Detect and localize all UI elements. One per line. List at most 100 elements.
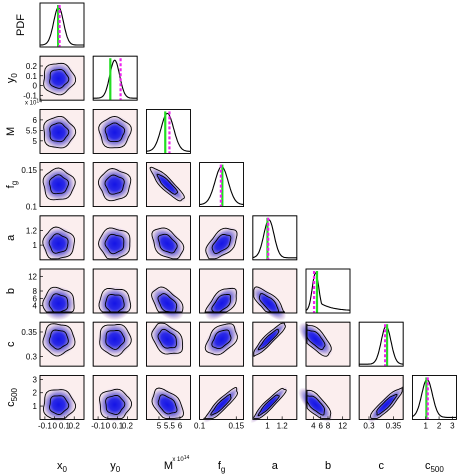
contour-2 — [151, 286, 184, 313]
panel-border — [92, 162, 138, 208]
x-tick-label-M: 6 — [178, 421, 183, 430]
pdf-curve-a — [252, 219, 297, 259]
col-label-b: b — [325, 460, 331, 472]
col-label-main: b — [325, 460, 331, 472]
panel-fg-fg — [199, 162, 245, 208]
contour-1 — [105, 329, 126, 350]
contour-2 — [151, 322, 184, 355]
density-blob — [41, 322, 76, 357]
contour-1 — [156, 173, 179, 195]
row-label-sub: g — [10, 181, 19, 185]
panel-M-a — [145, 215, 191, 261]
y-tick-label-c500: 3 — [33, 375, 38, 384]
contour-1 — [105, 394, 126, 415]
panel-M-b — [145, 268, 191, 321]
col-label-sub: 500 — [430, 465, 444, 474]
panel-border — [145, 162, 191, 208]
y-tick-label-M: 6 — [33, 116, 38, 125]
panel-x0-x0 — [39, 2, 85, 48]
panel-frame — [39, 2, 85, 48]
density-blob — [41, 226, 76, 261]
panel-border — [252, 268, 298, 314]
pdf-curve-x0 — [40, 6, 84, 46]
x-tick-label-y0: 0.2 — [122, 421, 134, 430]
contour-2 — [42, 167, 76, 201]
panel-y0-b — [92, 268, 138, 321]
panel-border — [92, 55, 138, 101]
contour-1 — [211, 233, 232, 254]
y-tick-label-c: 0.35 — [21, 328, 37, 337]
panel-a-c500: 1 1.2 — [250, 374, 298, 430]
contour-1 — [104, 233, 125, 255]
panel-y0-fg — [92, 162, 138, 208]
panel-y0-c500: -0.1 0 0.10.2 — [91, 374, 138, 430]
contour-2 — [99, 323, 132, 357]
density-blob — [97, 322, 132, 357]
y-tick-label-y0: 0 — [33, 82, 38, 91]
m-multiplier-x: x 1014 — [172, 455, 189, 463]
x-tick-label-y0: 0 — [106, 421, 111, 430]
col-label-main: c — [378, 460, 384, 472]
panel-a-b — [251, 268, 298, 321]
panel-fg-a — [199, 215, 245, 261]
row-label-M: M — [5, 127, 17, 136]
panel-border — [199, 215, 245, 261]
x-tick-label-a: 1 — [265, 421, 270, 430]
panel-x0-c500: 1 2 3 -0.1 0 0.10.2 — [33, 374, 85, 430]
x-tick-label-c500: 3 — [450, 421, 455, 430]
panel-border — [92, 374, 138, 420]
col-label-fg: fg — [218, 460, 226, 474]
panel-border — [39, 321, 85, 367]
density-blob — [150, 226, 185, 261]
contour-1 — [157, 293, 178, 313]
m-multiplier-y: x 1014 — [25, 98, 42, 106]
row-label-a: a — [5, 234, 17, 241]
panel-b-c — [298, 321, 351, 367]
contour-2 — [306, 323, 332, 357]
panel-border — [92, 268, 138, 314]
x-tick-label-a: 1.2 — [277, 421, 289, 430]
density-blob — [97, 387, 132, 422]
row-label-y0: y0 — [5, 73, 19, 84]
panel-fg-b — [199, 268, 245, 321]
col-label-main: y — [110, 460, 116, 472]
pdf-curve-c — [359, 325, 404, 365]
panel-border — [39, 215, 85, 261]
panel-x0-fg: 0.1 0.15 — [21, 162, 85, 212]
y-tick-label-a: 1 — [33, 241, 38, 250]
contour-1 — [157, 328, 177, 349]
density-blob — [41, 387, 76, 422]
contour-1 — [104, 174, 125, 195]
panel-border — [199, 374, 245, 420]
col-label-c: c — [378, 460, 384, 472]
col-label-sub: g — [221, 465, 225, 474]
y-tick-label-b: 4 — [33, 302, 38, 311]
panel-x0-M: 55.56 — [26, 109, 85, 154]
row-label-c: c — [5, 341, 17, 347]
col-label-x0: x0 — [57, 460, 68, 474]
row-label-main: c — [5, 401, 17, 407]
panel-border — [358, 321, 404, 367]
contour-2 — [42, 286, 75, 313]
x-tick-label-fg: 0.15 — [228, 421, 244, 430]
contour-2 — [43, 115, 77, 149]
x-tick-label-b: 12 — [338, 421, 347, 430]
panel-a-c — [250, 320, 298, 367]
panel-border — [252, 215, 298, 261]
y-tick-label-a: 1.2 — [26, 226, 38, 235]
panel-border — [145, 374, 191, 420]
panel-a-a — [252, 215, 298, 261]
panel-border — [199, 321, 245, 367]
y-tick-label-y0: 0.1 — [26, 72, 38, 81]
row-label-sub: 0 — [10, 73, 19, 78]
contour-2 — [253, 322, 286, 357]
panel-x0-c: 0.3 0.35 — [21, 321, 85, 367]
panel-fg-c — [199, 321, 245, 367]
density-blob — [41, 286, 76, 321]
y-tick-label-c: 0.3 — [26, 352, 38, 361]
y-tick-label-c500: 2 — [33, 389, 38, 398]
contour-1 — [157, 394, 178, 415]
x-tick-label-b: 8 — [326, 421, 331, 430]
col-label-sub: 0 — [116, 465, 121, 474]
